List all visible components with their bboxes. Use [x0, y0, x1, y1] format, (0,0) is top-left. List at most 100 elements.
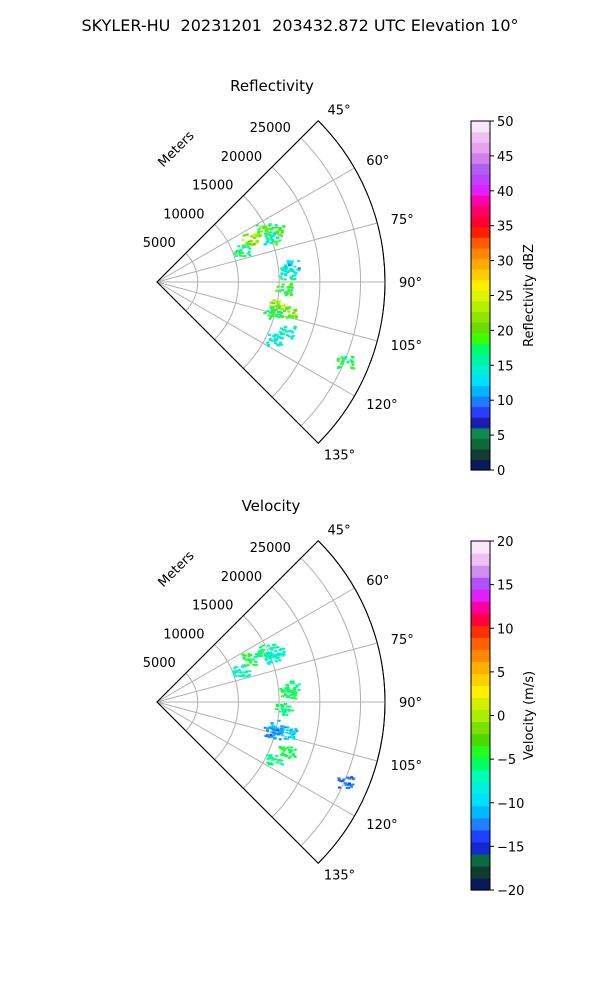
colorbar-swatch	[471, 697, 490, 711]
echo-pixel	[267, 763, 271, 766]
colorbar-swatch	[471, 733, 490, 747]
echo-pixel	[266, 754, 270, 757]
echo-pixel	[268, 660, 272, 663]
echo-pixel	[240, 665, 244, 668]
echo-pixel	[297, 683, 301, 686]
echo-pixel	[264, 230, 268, 233]
echo-pixel	[336, 360, 340, 363]
echo-pixel	[296, 268, 300, 271]
echo-pixel	[275, 708, 279, 711]
echo-pixel	[289, 275, 293, 278]
echo-pixel	[247, 250, 251, 253]
echo-pixel	[292, 688, 296, 691]
echo-pixel	[337, 365, 341, 368]
echo-pixel	[284, 325, 288, 328]
echo-pixel	[238, 251, 242, 254]
r-tick-label: 20000	[221, 150, 262, 165]
theta-tick-label: 120°	[366, 818, 397, 833]
echo-pixel	[279, 753, 283, 756]
echo-pixel	[251, 658, 255, 661]
echo-pixel	[337, 786, 341, 789]
echo-pixel	[291, 274, 295, 277]
colorbar-swatch	[471, 829, 490, 843]
echo-pixel	[266, 238, 270, 241]
echo-pixel	[279, 332, 283, 335]
echo-pixel	[270, 228, 274, 231]
colorbar-tick-label: 0	[497, 710, 505, 725]
echo-pixel	[274, 655, 278, 658]
echo-pixel	[280, 234, 284, 237]
echo-pixel	[276, 733, 280, 736]
echo-pixel	[289, 694, 293, 697]
echo-pixel	[271, 758, 275, 761]
echo-pixel	[268, 223, 272, 226]
colorbar-swatch	[471, 279, 490, 291]
r-tick-label: 20000	[221, 570, 262, 585]
echo-pixel	[282, 329, 286, 332]
echo-pixel	[237, 675, 241, 678]
echo-pixel	[290, 278, 294, 281]
echo-pixel	[284, 265, 288, 268]
echo-pixel	[284, 708, 288, 711]
echo-pixel	[269, 754, 273, 757]
echo-pixel	[264, 235, 268, 238]
colorbar-swatch	[471, 601, 490, 614]
echo-pixel	[265, 237, 269, 240]
echo-pixel	[290, 260, 294, 263]
echo-pixel	[268, 656, 272, 659]
echo-pixel	[270, 239, 274, 242]
echo-pixel	[280, 759, 284, 762]
echo-pixel	[289, 315, 293, 318]
echo-pixel	[290, 262, 294, 265]
echo-pixel	[277, 730, 281, 733]
echo-pixel	[281, 654, 285, 657]
echo-pixel	[284, 690, 288, 693]
echo-pixel	[269, 237, 273, 240]
reflectivity-panel-title: Reflectivity	[230, 77, 314, 95]
echo-pixel	[340, 363, 344, 366]
colorbar-tick-label: 45	[497, 150, 514, 165]
echo-pixel	[286, 292, 290, 295]
echo-pixel	[289, 689, 293, 692]
echo-pixel	[290, 289, 294, 292]
colorbar-swatch	[471, 311, 490, 323]
echo-pixel	[246, 664, 250, 667]
echo-pixel	[252, 242, 256, 245]
theta-tick-label: 45°	[328, 523, 351, 538]
echo-pixel	[265, 653, 269, 656]
echo-pixel	[275, 308, 279, 311]
colorbar-swatch	[471, 865, 490, 879]
grid-spoke	[156, 642, 378, 703]
echo-pixel	[293, 265, 297, 268]
echo-pixel	[349, 359, 353, 362]
echo-pixel	[274, 339, 278, 342]
echo-pixel	[293, 274, 297, 277]
theta-tick-label: 90°	[399, 276, 422, 291]
echo-pixel	[239, 248, 243, 251]
colorbar-tick-label: 5	[497, 666, 505, 681]
echo-cluster	[263, 726, 282, 741]
colorbar-swatch	[471, 247, 490, 260]
echo-pixel	[290, 697, 294, 700]
echo-pixel	[286, 259, 290, 262]
echo-pixel	[243, 234, 247, 237]
reflectivity-plot: 45° 60° 75° 90° 105° 120° 135° 5000 10000 15000 20…	[143, 103, 422, 463]
theta-tick-label: 75°	[391, 213, 414, 228]
echo-pixel	[290, 337, 294, 340]
echo-pixel	[232, 670, 236, 673]
echo-pixel	[268, 311, 272, 314]
echo-pixel	[295, 685, 299, 688]
echo-pixel	[291, 680, 295, 683]
echo-pixel	[276, 230, 280, 233]
echo-pixel	[295, 684, 299, 687]
echo-pixel	[250, 240, 254, 243]
colorbar-tick-label: 25	[497, 290, 514, 305]
echo-cluster	[241, 233, 260, 246]
echo-pixel	[238, 252, 242, 255]
echo-pixel	[285, 731, 289, 734]
echo-pixel	[293, 325, 297, 328]
echo-pixel	[239, 674, 243, 677]
echo-pixel	[278, 330, 282, 333]
echo-pixel	[234, 254, 238, 257]
colorbar-tick-label: 15	[497, 579, 514, 594]
